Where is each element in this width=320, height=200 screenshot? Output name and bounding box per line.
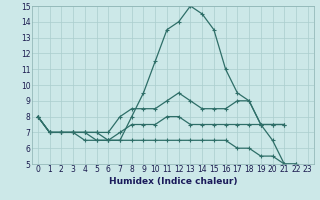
X-axis label: Humidex (Indice chaleur): Humidex (Indice chaleur) bbox=[108, 177, 237, 186]
